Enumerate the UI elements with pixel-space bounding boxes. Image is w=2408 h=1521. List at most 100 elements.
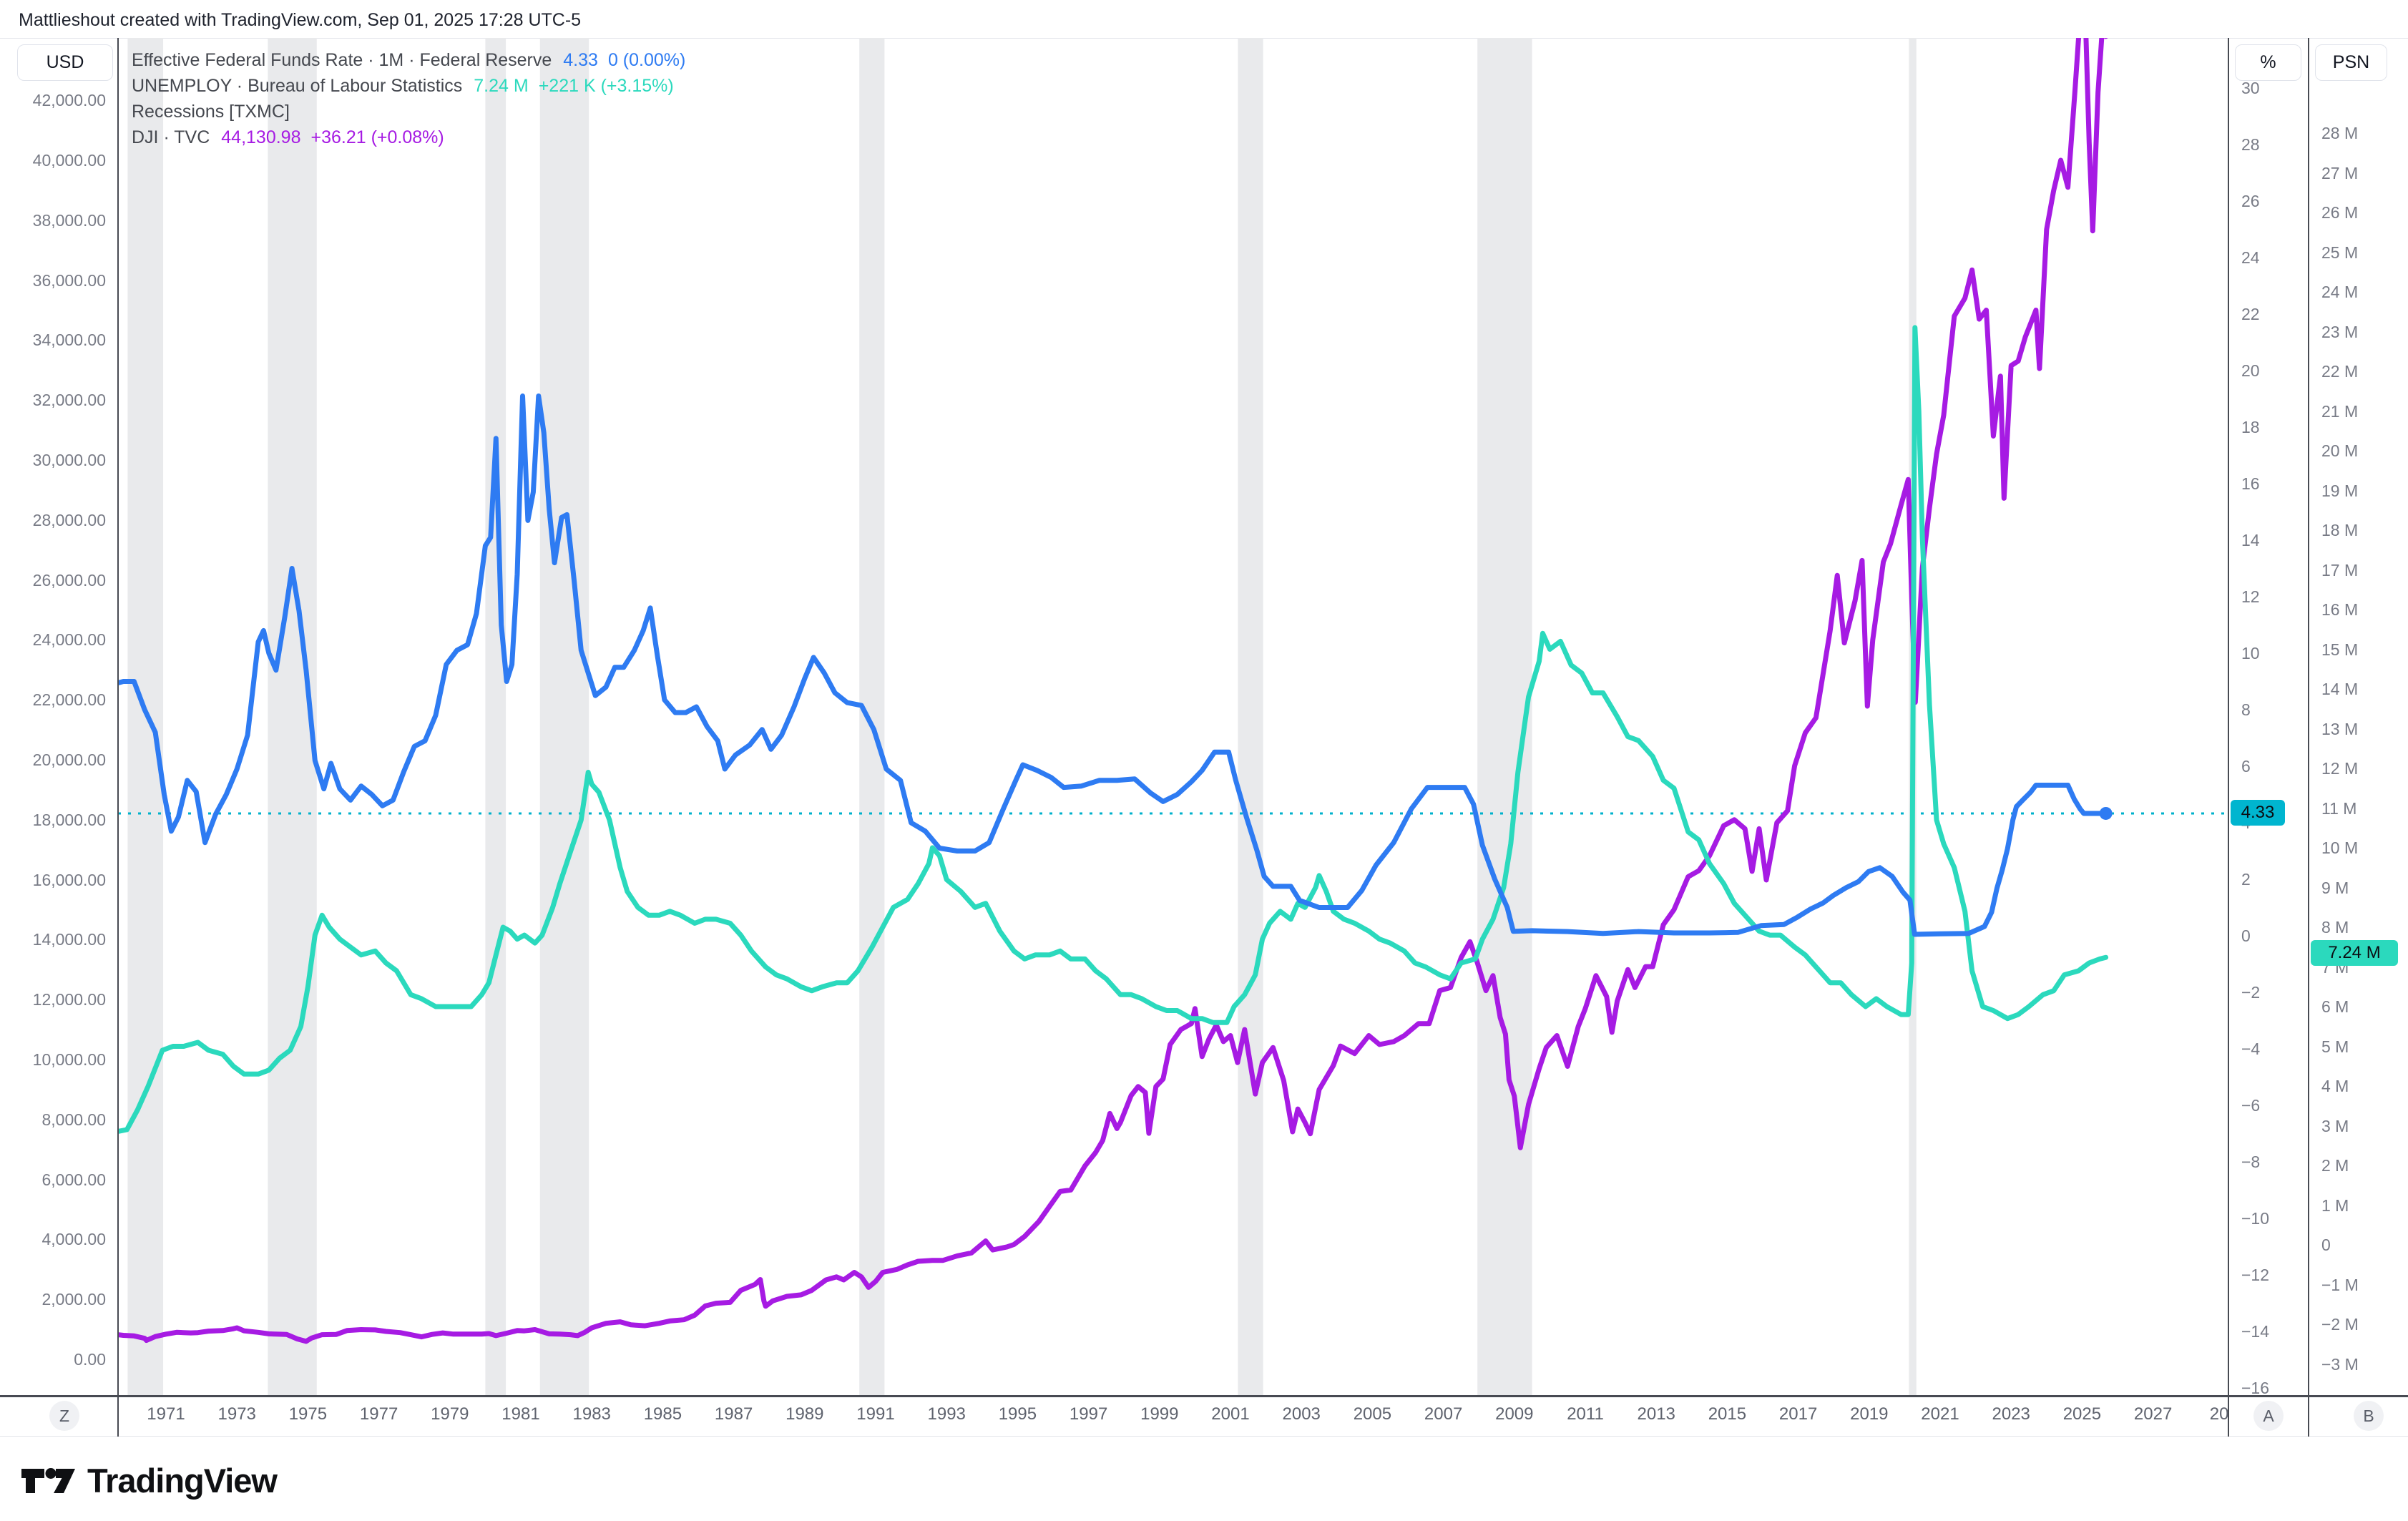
percent-tick-label: 0 [2241,926,2251,945]
tradingview-logo: TradingView [20,1461,278,1500]
year-tick-label: 1999 [1140,1404,1179,1424]
percent-axis[interactable]: 302826242220181614121086420−2−4−6−8−10−1… [2228,38,2309,1397]
psn-tick-label: 27 M [2321,163,2359,182]
legend-row-unemploy[interactable]: UNEMPLOY · Bureau of Labour Statistics 7.… [132,73,695,99]
psn-scale-mode-button[interactable]: B [2354,1401,2384,1431]
year-tick-label: 1991 [856,1404,895,1424]
usd-tick-label: 24,000.00 [32,630,106,650]
series-change: 0 (0.00%) [607,50,686,70]
year-tick-label: 1979 [431,1404,469,1424]
psn-tick-label: 22 M [2321,362,2359,381]
percent-tick-label: 18 [2241,418,2260,436]
year-tick-label: 1989 [785,1404,824,1424]
psn-tick-label: 19 M [2321,481,2359,500]
fed-funds-price-tag: 4.33 [2231,800,2285,826]
year-tick-label: 1977 [359,1404,398,1424]
year-tick-label: 1971 [147,1404,185,1424]
percent-tick-label: −10 [2241,1209,2270,1228]
psn-axis-button[interactable]: PSN [2315,44,2387,81]
usd-tick-label: 34,000.00 [32,331,106,350]
timezone-button[interactable]: Z [49,1401,79,1431]
percent-axis-divider [2228,38,2229,1437]
unemploy-price-tag: 7.24 M [2311,940,2398,966]
percent-tick-label: 14 [2241,531,2260,549]
percent-tick-label: −6 [2241,1096,2261,1115]
psn-tick-label: −1 M [2321,1275,2359,1294]
psn-tick-label: 16 M [2321,600,2359,619]
year-tick-label: 1987 [714,1404,753,1424]
usd-tick-label: 2,000.00 [41,1290,106,1309]
scale-mode-a-label: A [2263,1406,2274,1425]
psn-tick-label: 20 M [2321,441,2359,460]
psn-tick-label: 17 M [2321,560,2359,579]
psn-tick-label: 11 M [2321,798,2357,818]
usd-tick-label: 10,000.00 [32,1050,106,1069]
timezone-label: Z [59,1406,70,1425]
year-tick-label: 1995 [998,1404,1037,1424]
psn-tick-label: 25 M [2321,243,2359,262]
tradingview-wordmark: TradingView [87,1462,278,1500]
series-title: Effective Federal Funds Rate · 1M · Fede… [132,50,552,70]
left-axis-divider [117,38,119,1437]
series-change: +221 K (+3.15%) [538,76,674,96]
usd-tick-label: 22,000.00 [32,690,106,710]
time-axis-border [0,1395,2408,1397]
usd-tick-label: 30,000.00 [32,451,106,469]
psn-tick-label: 8 M [2321,918,2349,936]
percent-axis-label: % [2260,52,2276,72]
series-title: DJI · TVC [132,127,210,147]
legend-row-fed-funds[interactable]: Effective Federal Funds Rate · 1M · Fede… [132,47,695,73]
psn-tick-label: 3 M [2321,1116,2349,1135]
series-title: Recessions [TXMC] [132,102,290,122]
percent-tick-label: 24 [2241,248,2260,267]
year-tick-label: 1983 [572,1404,611,1424]
percent-axis-button[interactable]: % [2235,44,2301,81]
psn-tick-label: 10 M [2321,838,2359,857]
year-tick-label: 2003 [1282,1404,1321,1424]
usd-tick-label: 40,000.00 [32,151,106,170]
year-tick-label: 2005 [1353,1404,1392,1424]
percent-scale-mode-button[interactable]: A [2253,1401,2284,1431]
year-tick-label: 2017 [1778,1404,1818,1424]
percent-tick-label: −8 [2241,1153,2261,1171]
scale-mode-b-label: B [2363,1406,2374,1425]
usd-tick-label: 6,000.00 [41,1170,106,1189]
tradingview-logo-icon [21,1467,75,1493]
legend-row-recessions[interactable]: Recessions [TXMC] [132,99,695,124]
year-tick-label: 202 [2209,1404,2228,1424]
percent-tick-label: 6 [2241,757,2251,776]
currency-label: USD [46,52,84,72]
year-tick-label: 2025 [2062,1404,2102,1424]
series-title: UNEMPLOY · Bureau of Labour Statistics [132,76,463,96]
legend-row-dji[interactable]: DJI · TVC 44,130.98 +36.21 (+0.08%) [132,124,695,150]
percent-tick-label: 22 [2241,305,2260,323]
usd-tick-label: 4,000.00 [41,1230,106,1249]
percent-tick-label: −4 [2241,1040,2261,1058]
usd-tick-label: 32,000.00 [32,391,106,410]
psn-axis[interactable]: 28 M 27 M 26 M 25 M 24 M 23 M 22 M 21 M 20 M 19 M… [2309,38,2408,1395]
percent-tick-label: −2 [2241,983,2261,1002]
chart-pane[interactable] [118,38,2228,1395]
year-tick-label: 2007 [1424,1404,1463,1424]
year-tick-label: 1975 [288,1404,328,1424]
usd-tick-label: 14,000.00 [32,930,106,949]
psn-tick-label: 12 M [2321,759,2359,778]
percent-tick-label: 20 [2241,361,2260,380]
usd-price-axis[interactable]: 42,000.00 40,000.00 38,000.00 36,000.00 34,0… [0,38,118,1395]
usd-tick-label: 20,000.00 [32,750,106,769]
psn-tick-label: 26 M [2321,203,2359,222]
psn-tick-label: 18 M [2321,521,2359,539]
usd-tick-label: 38,000.00 [32,210,106,230]
usd-tick-label: 18,000.00 [32,810,106,829]
time-axis[interactable]: 1971 1973 1975 1977 1979 1981 1983 1985 1987 1989… [0,1395,2408,1436]
psn-tick-label: 9 M [2321,878,2349,897]
legend: Effective Federal Funds Rate · 1M · Fede… [132,47,695,150]
series-value: 7.24 M [474,76,529,96]
percent-tick-label: −14 [2241,1322,2270,1341]
year-tick-label: 2027 [2133,1404,2173,1424]
currency-selector-button[interactable]: USD [17,44,113,81]
psn-tick-label: 14 M [2321,680,2359,698]
usd-tick-label: 42,000.00 [32,91,106,110]
psn-tick-label: 4 M [2321,1077,2349,1095]
percent-tick-label: 10 [2241,644,2260,662]
